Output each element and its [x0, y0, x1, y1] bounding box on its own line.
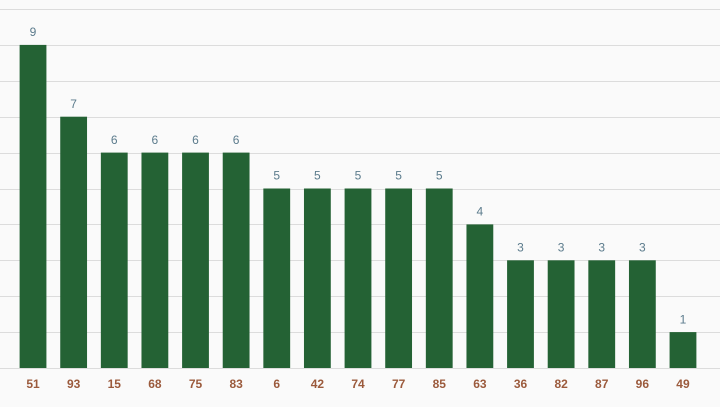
value-label: 5	[395, 169, 402, 183]
bar	[466, 224, 494, 368]
bar	[669, 332, 697, 368]
value-label: 7	[70, 97, 77, 111]
x-tick-label: 82	[554, 377, 568, 391]
x-tick-label: 87	[595, 377, 609, 391]
bar	[344, 188, 372, 368]
bar	[263, 188, 291, 368]
bar	[222, 152, 250, 368]
x-tick-label: 15	[108, 377, 122, 391]
value-label: 5	[355, 169, 362, 183]
value-label: 3	[558, 240, 565, 254]
value-label: 6	[192, 133, 199, 147]
value-label: 4	[477, 205, 484, 219]
x-tick-label: 74	[351, 377, 365, 391]
bar	[628, 260, 656, 368]
value-label: 6	[152, 133, 159, 147]
bar	[303, 188, 331, 368]
value-label: 3	[598, 240, 605, 254]
bar	[100, 152, 128, 368]
bar	[141, 152, 169, 368]
bar	[385, 188, 413, 368]
bar	[19, 44, 47, 369]
value-label: 6	[111, 133, 118, 147]
x-tick-label: 93	[67, 377, 81, 391]
value-label: 5	[314, 169, 321, 183]
x-tick-label: 85	[433, 377, 447, 391]
x-tick-label: 75	[189, 377, 203, 391]
x-tick-label: 51	[26, 377, 40, 391]
x-tick-label: 68	[148, 377, 162, 391]
value-label: 5	[436, 169, 443, 183]
bar	[547, 260, 575, 368]
x-tick-label: 42	[311, 377, 325, 391]
x-tick-label: 63	[473, 377, 487, 391]
value-label: 6	[233, 133, 240, 147]
bar	[507, 260, 534, 368]
x-tick-label: 49	[676, 377, 690, 391]
x-tick-label: 83	[229, 377, 243, 391]
x-tick-label: 96	[636, 377, 650, 391]
value-label: 5	[273, 169, 280, 183]
bar	[588, 260, 616, 368]
x-tick-label: 36	[514, 377, 528, 391]
value-label: 3	[639, 240, 646, 254]
x-tick-label: 77	[392, 377, 406, 391]
value-label: 1	[680, 312, 687, 326]
bar	[425, 188, 453, 368]
bar	[182, 152, 209, 368]
value-label: 9	[30, 25, 37, 39]
bar	[60, 116, 88, 368]
value-label: 3	[517, 240, 524, 254]
x-tick-label: 6	[273, 377, 280, 391]
